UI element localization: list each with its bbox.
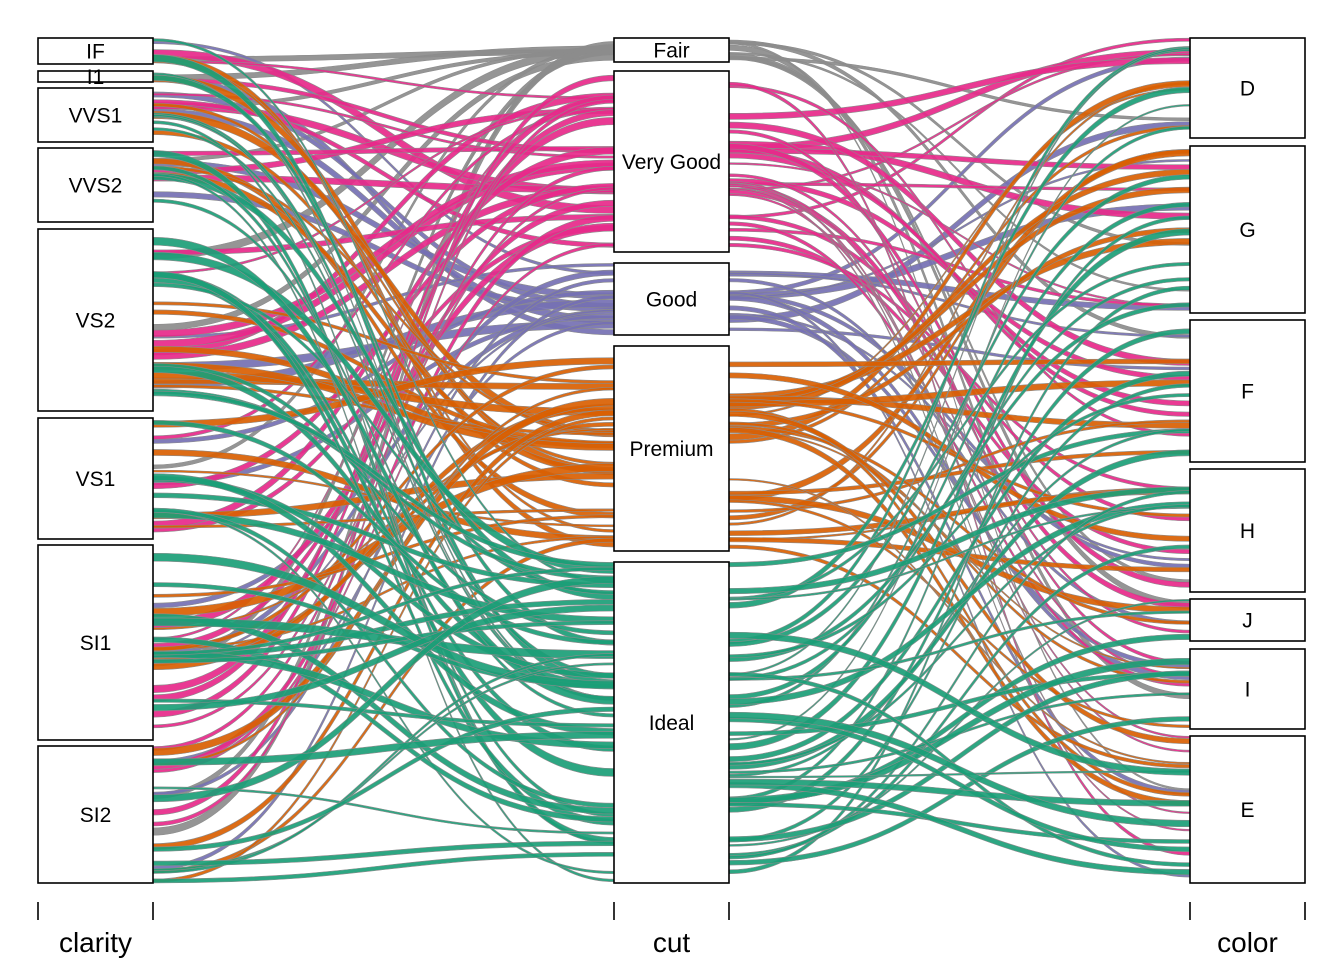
axes: clarity cut color xyxy=(37,902,1306,958)
color-box-g xyxy=(1189,145,1306,314)
ribbons xyxy=(152,37,1191,884)
clarity-box-if xyxy=(37,37,154,65)
axis-label-cut: cut xyxy=(653,927,691,958)
color-label-e: E xyxy=(1240,799,1254,822)
color-label-f: F xyxy=(1241,381,1254,404)
clarity-box-vs2 xyxy=(37,228,154,412)
color-label-i: I xyxy=(1245,679,1251,702)
clarity-label-si2: SI2 xyxy=(80,804,112,827)
color-label-d: D xyxy=(1240,78,1255,101)
cut-box-fair xyxy=(613,37,730,63)
clarity-box-i1 xyxy=(37,70,154,83)
color-label-g: G xyxy=(1239,219,1255,242)
color-box-f xyxy=(1189,319,1306,463)
cut-box-good xyxy=(613,262,730,336)
color-label-j: J xyxy=(1242,610,1253,633)
clarity-label-vs2: VS2 xyxy=(76,310,116,333)
color-label-h: H xyxy=(1240,520,1255,543)
cut-box-very-good xyxy=(613,70,730,253)
cut-label-ideal: Ideal xyxy=(649,712,695,735)
cut-label-premium: Premium xyxy=(629,438,713,461)
color-box-h xyxy=(1189,468,1306,593)
clarity-box-vvs1 xyxy=(37,87,154,143)
clarity-label-vvs2: VVS2 xyxy=(69,175,123,198)
axis-label-clarity: clarity xyxy=(59,927,132,958)
clarity-box-si1 xyxy=(37,544,154,741)
cut-label-good: Good xyxy=(646,289,697,312)
clarity-label-if: IF xyxy=(86,41,105,64)
clarity-box-vvs2 xyxy=(37,147,154,223)
clarity-label-si1: SI1 xyxy=(80,632,112,655)
clarity-box-si2 xyxy=(37,745,154,884)
clarity-label-vs1: VS1 xyxy=(76,468,116,491)
cut-label-fair: Fair xyxy=(653,40,689,63)
color-box-d xyxy=(1189,37,1306,139)
axis-label-color: color xyxy=(1217,927,1278,958)
ribbon-SI2-ideal xyxy=(152,852,615,884)
cut-box-ideal xyxy=(613,561,730,884)
cut-label-very-good: Very Good xyxy=(622,151,721,174)
color-box-e xyxy=(1189,735,1306,884)
clarity-box-vs1 xyxy=(37,417,154,540)
cut-box-premium xyxy=(613,345,730,552)
color-box-i xyxy=(1189,648,1306,730)
clarity-label-i1: I1 xyxy=(87,66,105,89)
clarity-label-vvs1: VVS1 xyxy=(69,105,123,128)
color-box-j xyxy=(1189,598,1306,642)
